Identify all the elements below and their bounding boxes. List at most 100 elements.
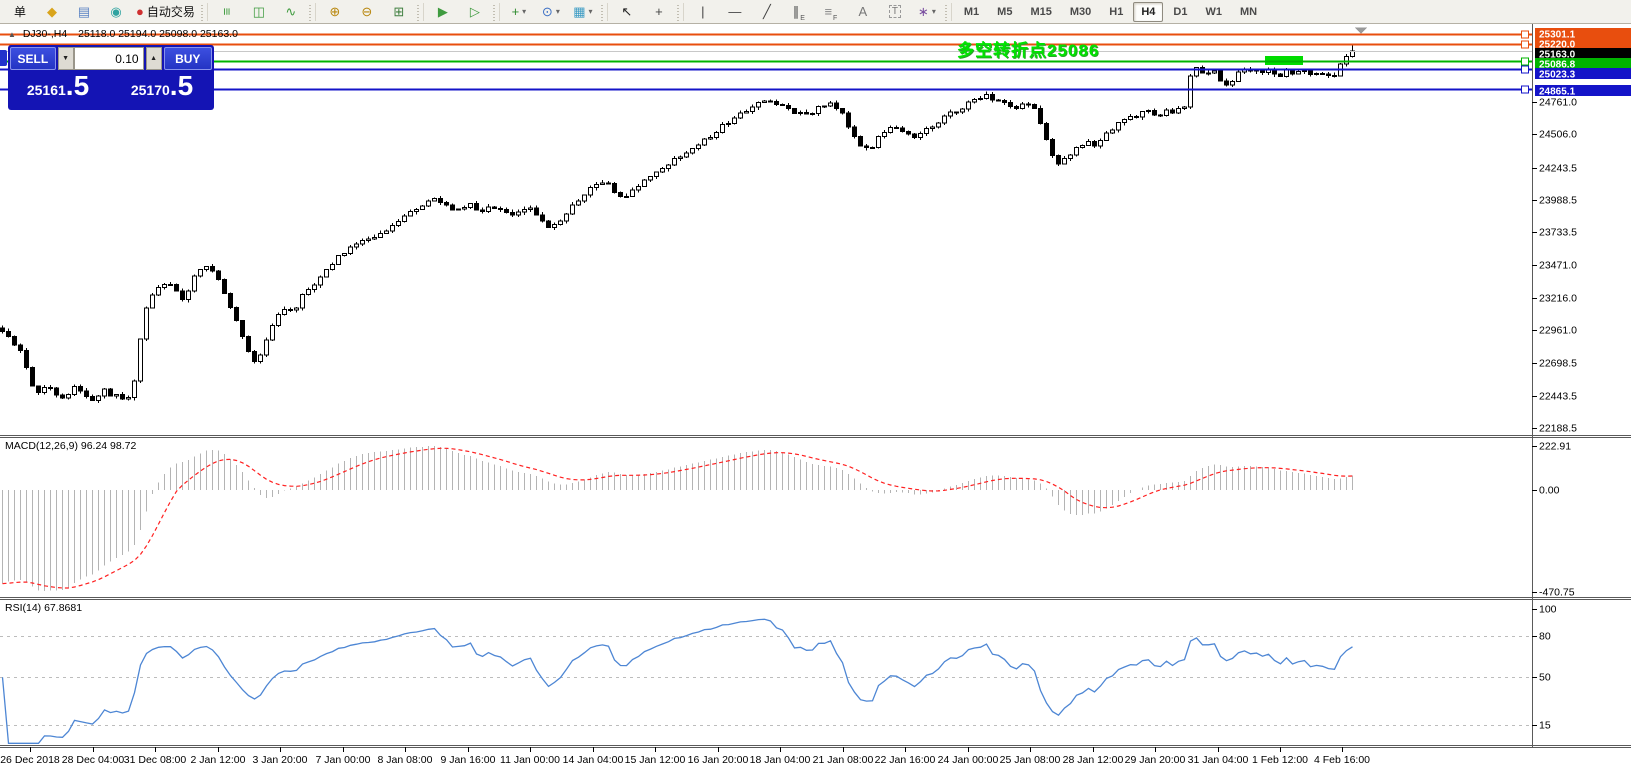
toolbar-separator — [307, 2, 316, 21]
panel-collapse-tab[interactable] — [0, 50, 7, 66]
arrows-icon-dropdown[interactable]: ▾ — [931, 7, 936, 16]
toolbar-separator — [199, 2, 208, 21]
text-label-icon-glyph: T — [888, 5, 901, 18]
timeframe-d1[interactable]: D1 — [1173, 5, 1188, 18]
data-window-icon[interactable]: ▤ — [68, 1, 100, 23]
text-label-icon[interactable]: T — [879, 1, 911, 23]
axis-tick-label: 24506.0 — [1539, 129, 1577, 141]
channel-icon-sub: E — [800, 14, 805, 22]
toolbar-separator — [415, 2, 424, 21]
candlestick-chart-icon[interactable]: ◫ — [243, 1, 275, 23]
time-axis-label: 28 Dec 04:00 — [62, 754, 125, 766]
price-label-bg — [1535, 68, 1631, 79]
highlight-zone-rect[interactable] — [1265, 55, 1303, 65]
periods-icon-dropdown[interactable]: ▾ — [555, 7, 560, 16]
axis-tick-label: 50 — [1539, 672, 1551, 684]
hline-end-handle[interactable] — [1521, 65, 1529, 74]
hline-end-handle[interactable] — [1521, 85, 1529, 94]
timeframe-mn[interactable]: MN — [1239, 5, 1258, 18]
chart-symbol-period: DJ30-,H4 — [22, 28, 68, 40]
price-label-text: 25023.3 — [1539, 70, 1576, 81]
fibonacci-icon-glyph: ≡ — [824, 4, 833, 19]
indicator-panes[interactable] — [0, 446, 1532, 744]
autotrading-button-label: 自动交易 — [146, 5, 195, 19]
templates-icon[interactable]: ▦ ▾ — [567, 1, 599, 23]
hline-end-handle[interactable] — [1521, 40, 1529, 49]
timeframe-m1[interactable]: M1 — [963, 5, 980, 18]
time-axis-label: 31 Dec 08:00 — [124, 754, 187, 766]
buy-button[interactable]: BUY — [163, 47, 212, 70]
templates-icon-dropdown[interactable]: ▾ — [588, 7, 593, 16]
sell-price-main: 25161 — [26, 82, 66, 98]
time-axis-label: 29 Jan 20:00 — [1125, 754, 1186, 766]
axis-tick-label: 100 — [1539, 604, 1557, 616]
sell-button[interactable]: SELL — [10, 47, 56, 70]
zoom-out-icon[interactable]: ⊖ — [351, 1, 383, 23]
timeframe-w1[interactable]: W1 — [1205, 5, 1222, 18]
tile-windows-icon[interactable]: ⊞ — [383, 1, 415, 23]
cursor-icon[interactable]: ↖ — [611, 1, 643, 23]
hline-end-handle[interactable] — [1521, 57, 1529, 66]
new-chart-icon[interactable]: + ▾ — [503, 1, 535, 23]
fibonacci-icon[interactable]: ≡ F — [815, 1, 847, 23]
new-chart-icon-dropdown[interactable]: ▾ — [522, 7, 527, 16]
volume-increase-button[interactable]: ▲ — [145, 47, 162, 70]
scroll-to-end-marker — [1355, 27, 1367, 34]
horizontal-line-icon[interactable]: — — [719, 1, 751, 23]
timeframe-h4[interactable]: H4 — [1133, 1, 1164, 22]
axis-tick-label: 23471.0 — [1539, 260, 1577, 272]
price-label-bg — [1535, 38, 1631, 49]
market-watch-icon-glyph: ◆ — [47, 3, 57, 19]
axis-tick-label: 0.00 — [1539, 485, 1560, 497]
vertical-line-icon[interactable]: | — [687, 1, 719, 23]
line-chart-icon-glyph: ∿ — [285, 3, 297, 19]
cursor-icon-glyph: ↖ — [621, 3, 633, 19]
timeframe-m5[interactable]: M5 — [997, 5, 1013, 18]
chart-shift-icon[interactable]: ▷ — [459, 1, 491, 23]
price-label-bg — [1535, 85, 1631, 96]
trendline-icon[interactable]: ╱ — [751, 1, 783, 23]
chart-shift-icon-glyph: ▷ — [469, 3, 480, 19]
timeframe-m30[interactable]: M30 — [1069, 5, 1092, 18]
volume-input[interactable] — [73, 47, 144, 70]
candlesticks[interactable] — [0, 27, 1368, 404]
navigator-icon[interactable]: ◉ — [100, 1, 132, 23]
volume-decrease-button[interactable]: ▼ — [57, 47, 74, 70]
price-label-text: 24865.1 — [1539, 87, 1576, 98]
autotrading-button[interactable]: ● 自动交易 — [132, 1, 199, 23]
sell-price-pip: .5 — [65, 70, 90, 101]
sell-price-button[interactable]: 25161 .5 — [10, 70, 107, 108]
buy-price-button[interactable]: 25170 .5 — [112, 72, 212, 108]
periods-icon[interactable]: ⊙ ▾ — [535, 1, 567, 23]
time-axis-label: 16 Jan 20:00 — [688, 754, 749, 766]
new-order-button[interactable]: 单 — [4, 1, 36, 23]
auto-scroll-icon[interactable]: ▶ — [427, 1, 459, 23]
candlestick-chart-icon-glyph: ◫ — [252, 3, 266, 19]
vertical-line-icon-glyph: | — [701, 4, 705, 19]
toolbar-separator — [599, 2, 608, 21]
templates-icon-glyph: ▦ — [573, 3, 586, 19]
buy-price-main: 25170 — [130, 82, 170, 98]
text-icon[interactable]: A — [847, 1, 879, 23]
axis-tick-label: -470.75 — [1539, 587, 1575, 599]
zoom-in-icon-glyph: ⊕ — [329, 3, 341, 19]
time-axis-label: 14 Jan 04:00 — [563, 754, 624, 766]
crosshair-icon[interactable]: + — [643, 1, 675, 23]
timeframe-h1[interactable]: H1 — [1109, 5, 1124, 18]
arrows-icon[interactable]: ∗ ▾ — [911, 1, 943, 23]
fibonacci-icon-sub: F — [833, 14, 838, 22]
rsi-line — [1, 618, 1353, 744]
line-chart-icon[interactable]: ∿ — [275, 1, 307, 23]
time-axis-label: 9 Jan 16:00 — [441, 754, 496, 766]
timeframe-m15[interactable]: M15 — [1030, 5, 1052, 18]
channel-icon[interactable]: ∥ E — [783, 1, 815, 23]
market-watch-icon[interactable]: ◆ — [36, 1, 68, 23]
time-axis-label: 25 Jan 08:00 — [1000, 754, 1061, 766]
axis-tick-label: 22961.0 — [1539, 325, 1577, 337]
hline-end-handle[interactable] — [1521, 30, 1529, 39]
time-axis-label: 7 Jan 00:00 — [316, 754, 371, 766]
zoom-in-icon[interactable]: ⊕ — [319, 1, 351, 23]
new-order-button-glyph: 单 — [13, 5, 26, 19]
